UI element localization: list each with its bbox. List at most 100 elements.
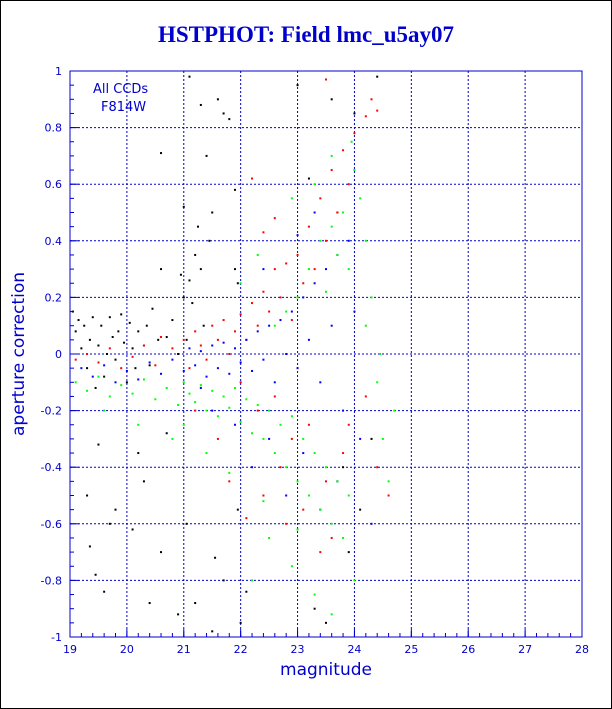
y-tick-label: -0.8 (41, 574, 62, 587)
data-point (137, 330, 140, 333)
data-point (154, 398, 157, 401)
data-point (239, 361, 242, 364)
data-point (97, 344, 100, 347)
data-point (296, 253, 299, 256)
data-point (188, 75, 191, 78)
data-point (313, 593, 316, 596)
data-point (199, 103, 202, 106)
data-point (199, 344, 202, 347)
tick-labels: 19 20 21 22 23 24 25 26 27 28 -1 -0.8 -0.6 -0.4 -0.2 0 0… (41, 65, 589, 656)
data-point (148, 361, 151, 364)
data-point (233, 423, 236, 426)
data-point (290, 319, 293, 322)
data-point (131, 392, 134, 395)
data-point (325, 239, 327, 242)
data-point (268, 324, 271, 327)
data-point (86, 389, 89, 392)
data-point (182, 381, 185, 384)
data-point (160, 372, 163, 375)
data-point (199, 350, 202, 353)
data-point (256, 409, 259, 412)
data-point (194, 330, 197, 333)
data-point (279, 466, 282, 469)
plot-axes (69, 70, 583, 638)
data-point (290, 310, 293, 313)
data-point (120, 384, 123, 387)
data-point (103, 409, 106, 412)
data-point (370, 437, 373, 440)
data-point (393, 409, 396, 412)
data-point (142, 378, 145, 381)
data-point (342, 211, 345, 214)
data-point (262, 231, 265, 234)
data-point (296, 480, 299, 483)
data-point (228, 118, 231, 121)
data-point (387, 480, 390, 483)
data-point (330, 324, 333, 327)
data-point (160, 551, 163, 554)
data-point (125, 381, 128, 384)
data-point (364, 324, 367, 327)
data-point (205, 375, 208, 378)
data-point (185, 522, 188, 525)
data-point (262, 358, 265, 361)
data-point (114, 358, 117, 361)
data-point (97, 375, 100, 378)
data-point (151, 307, 154, 310)
data-point (353, 169, 356, 172)
data-point (228, 406, 231, 409)
data-point (188, 367, 191, 370)
data-point (319, 551, 322, 554)
data-point (364, 395, 367, 398)
data-point (202, 324, 205, 327)
data-point (74, 330, 77, 333)
data-point (86, 494, 89, 497)
data-point (131, 347, 134, 350)
data-point (245, 338, 248, 341)
data-point (165, 386, 168, 389)
data-point (381, 437, 384, 440)
data-point (108, 395, 111, 398)
x-tick-label: 27 (518, 643, 532, 656)
data-point (97, 361, 100, 364)
data-point (330, 225, 333, 228)
data-point (350, 140, 353, 143)
data-point (330, 536, 333, 539)
data-point (307, 423, 310, 426)
data-point (199, 384, 202, 387)
data-point (285, 466, 288, 469)
data-point (188, 392, 191, 395)
data-point (160, 268, 163, 271)
data-point (194, 602, 197, 605)
data-point (262, 290, 265, 293)
data-point (228, 480, 231, 483)
data-point (290, 415, 293, 418)
data-point (188, 279, 191, 282)
data-point (307, 177, 310, 180)
data-point (165, 336, 168, 339)
data-point (296, 528, 299, 531)
data-point (91, 316, 94, 319)
data-point (342, 536, 345, 539)
data-point (262, 500, 265, 503)
data-point (251, 369, 254, 372)
data-point (370, 296, 373, 299)
data-point (302, 282, 305, 285)
data-point (182, 338, 185, 341)
data-point (336, 211, 339, 214)
data-point (211, 344, 214, 347)
data-point (364, 115, 367, 118)
x-tick-label: 25 (404, 643, 418, 656)
data-point (376, 75, 379, 78)
data-point (103, 375, 106, 378)
data-point (228, 471, 231, 474)
data-point (108, 347, 111, 350)
data-point (94, 386, 97, 389)
data-point (245, 517, 248, 520)
data-point (313, 607, 316, 610)
data-point (302, 437, 305, 440)
data-point (86, 367, 89, 370)
data-point (216, 415, 219, 418)
data-point (222, 319, 225, 322)
data-point (273, 395, 276, 398)
